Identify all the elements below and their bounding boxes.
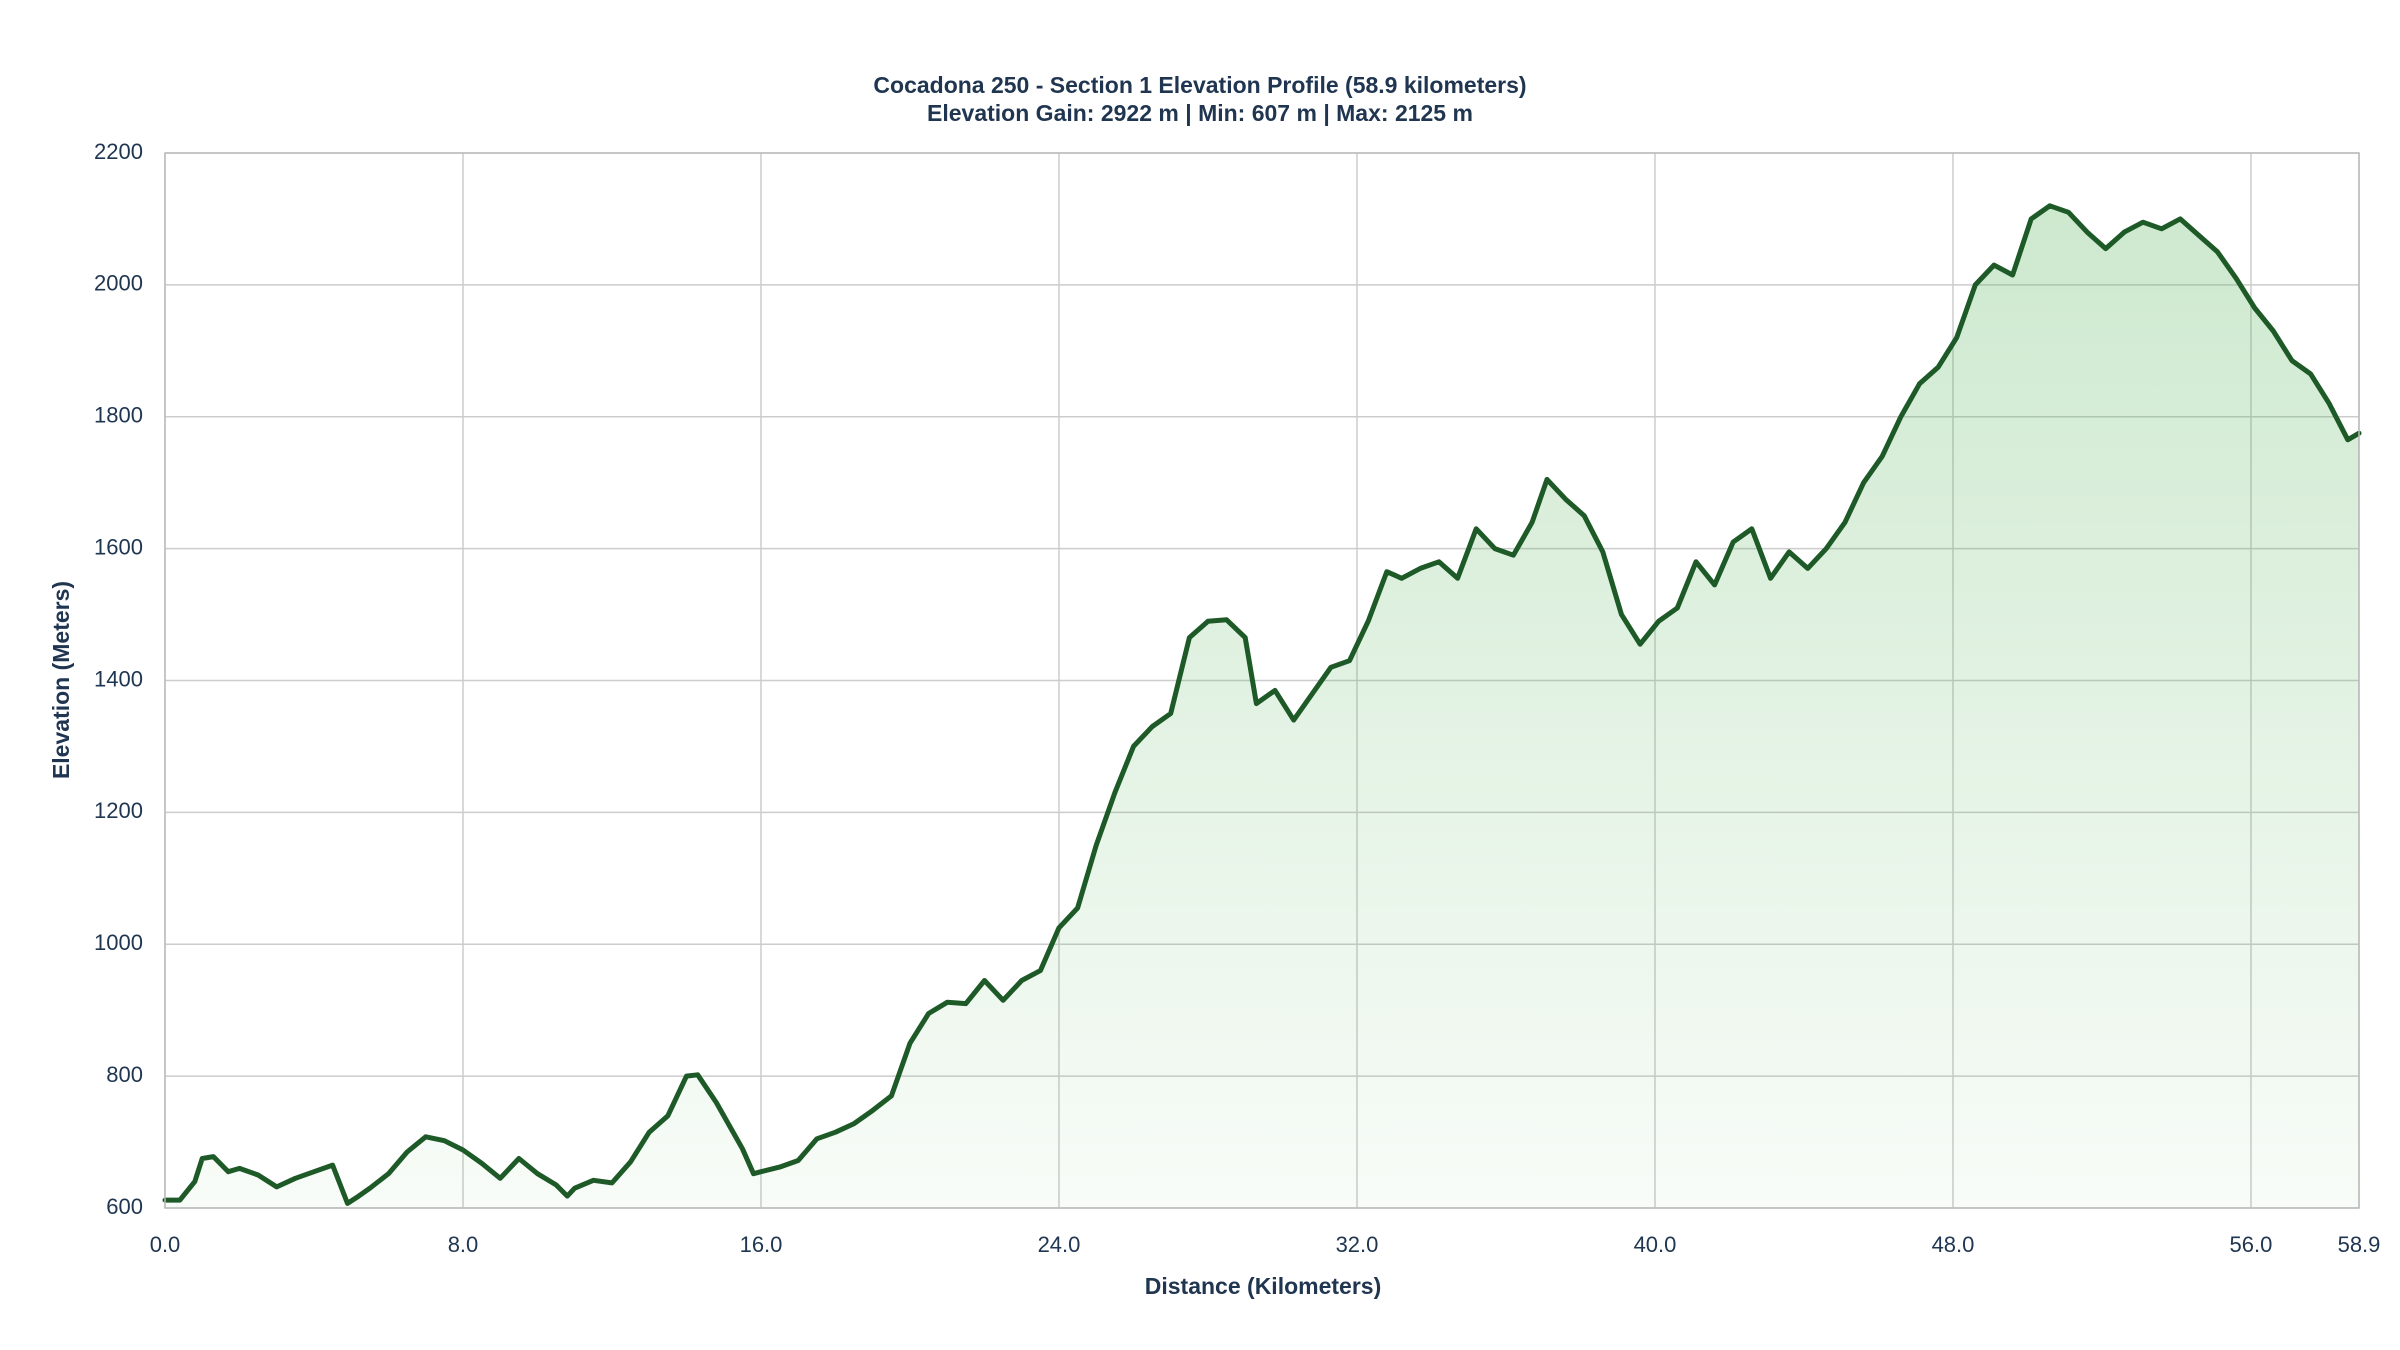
y-tick-label: 1400 <box>94 666 143 691</box>
y-axis-label: Elevation (Meters) <box>48 581 74 779</box>
y-tick-label: 1000 <box>94 930 143 955</box>
y-tick-label: 1600 <box>94 534 143 559</box>
x-tick-label: 40.0 <box>1634 1232 1677 1257</box>
y-tick-label: 800 <box>106 1062 143 1087</box>
y-tick-label: 1200 <box>94 798 143 823</box>
y-tick-label: 2200 <box>94 139 143 164</box>
x-tick-label: 48.0 <box>1932 1232 1975 1257</box>
y-tick-label: 600 <box>106 1194 143 1219</box>
chart-title: Cocadona 250 - Section 1 Elevation Profi… <box>873 72 1526 98</box>
y-tick-label: 1800 <box>94 403 143 428</box>
x-tick-label: 24.0 <box>1038 1232 1081 1257</box>
line <box>162 203 2362 1206</box>
plot-frame <box>164 152 2360 1209</box>
y-tick-label: 2000 <box>94 271 143 296</box>
x-axis-label: Distance (Kilometers) <box>1145 1273 1381 1299</box>
chart-subtitle: Elevation Gain: 2922 m | Min: 607 m | Ma… <box>927 100 1473 126</box>
area <box>165 205 2359 1209</box>
x-tick-label: 8.0 <box>448 1232 479 1257</box>
x-tick-label: 0.0 <box>150 1232 181 1257</box>
x-tick-label: 32.0 <box>1336 1232 1379 1257</box>
x-tick-label: 16.0 <box>740 1232 783 1257</box>
x-tick-label: 58.9 <box>2338 1232 2381 1257</box>
x-tick-label: 56.0 <box>2230 1232 2273 1257</box>
